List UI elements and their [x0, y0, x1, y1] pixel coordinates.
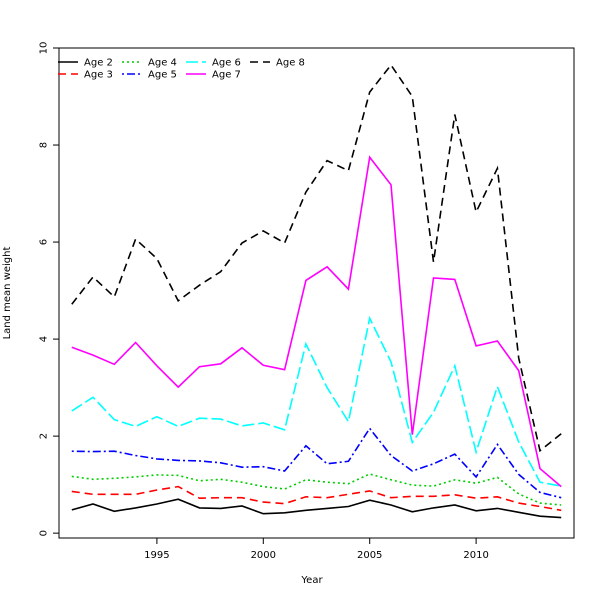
plot-area-border: [58, 47, 575, 539]
x-tick-label: 1995: [144, 550, 169, 561]
legend-label: Age 7: [212, 70, 241, 81]
legend-item-age-7: Age 7: [186, 70, 241, 81]
x-tick-label: 2005: [357, 550, 382, 561]
series-line-age-7: [71, 155, 562, 488]
y-axis: 0 2 4 6 8 10: [39, 42, 59, 536]
y-axis-title: Land mean weight: [2, 247, 13, 340]
x-axis-title: Year: [300, 575, 323, 586]
series-line-age-6: [71, 315, 562, 487]
series-line-age-4: [71, 473, 562, 506]
legend-label: Age 2: [84, 58, 113, 69]
legend-item-age-3: Age 3: [58, 70, 113, 81]
legend-label: Age 3: [84, 70, 113, 81]
y-tick-label: 4: [39, 336, 50, 342]
legend-item-age-5: Age 5: [122, 70, 177, 81]
legend-item-age-2: Age 2: [58, 58, 113, 69]
y-tick-label: 2: [39, 433, 50, 439]
series-line-age-5: [71, 427, 562, 499]
legend-item-age-6: Age 6: [186, 58, 241, 69]
x-axis: 1995 2000 2005 2010: [144, 538, 489, 561]
y-tick-label: 8: [39, 142, 50, 148]
legend-item-age-8: Age 8: [250, 58, 305, 69]
legend-label: Age 5: [148, 70, 177, 81]
series-layer: [71, 63, 562, 519]
series-line-age-2: [71, 498, 562, 519]
legend-label: Age 6: [212, 58, 241, 69]
y-tick-label: 10: [39, 42, 50, 55]
legend-label: Age 8: [276, 58, 305, 69]
y-tick-label: 6: [39, 239, 50, 245]
legend-item-age-4: Age 4: [122, 58, 177, 69]
x-tick-label: 2010: [463, 550, 488, 561]
series-line-age-3: [71, 485, 562, 512]
y-tick-label: 0: [39, 530, 50, 536]
series-line-age-8: [71, 63, 562, 453]
x-tick-label: 2000: [251, 550, 276, 561]
legend-label: Age 4: [148, 58, 177, 69]
